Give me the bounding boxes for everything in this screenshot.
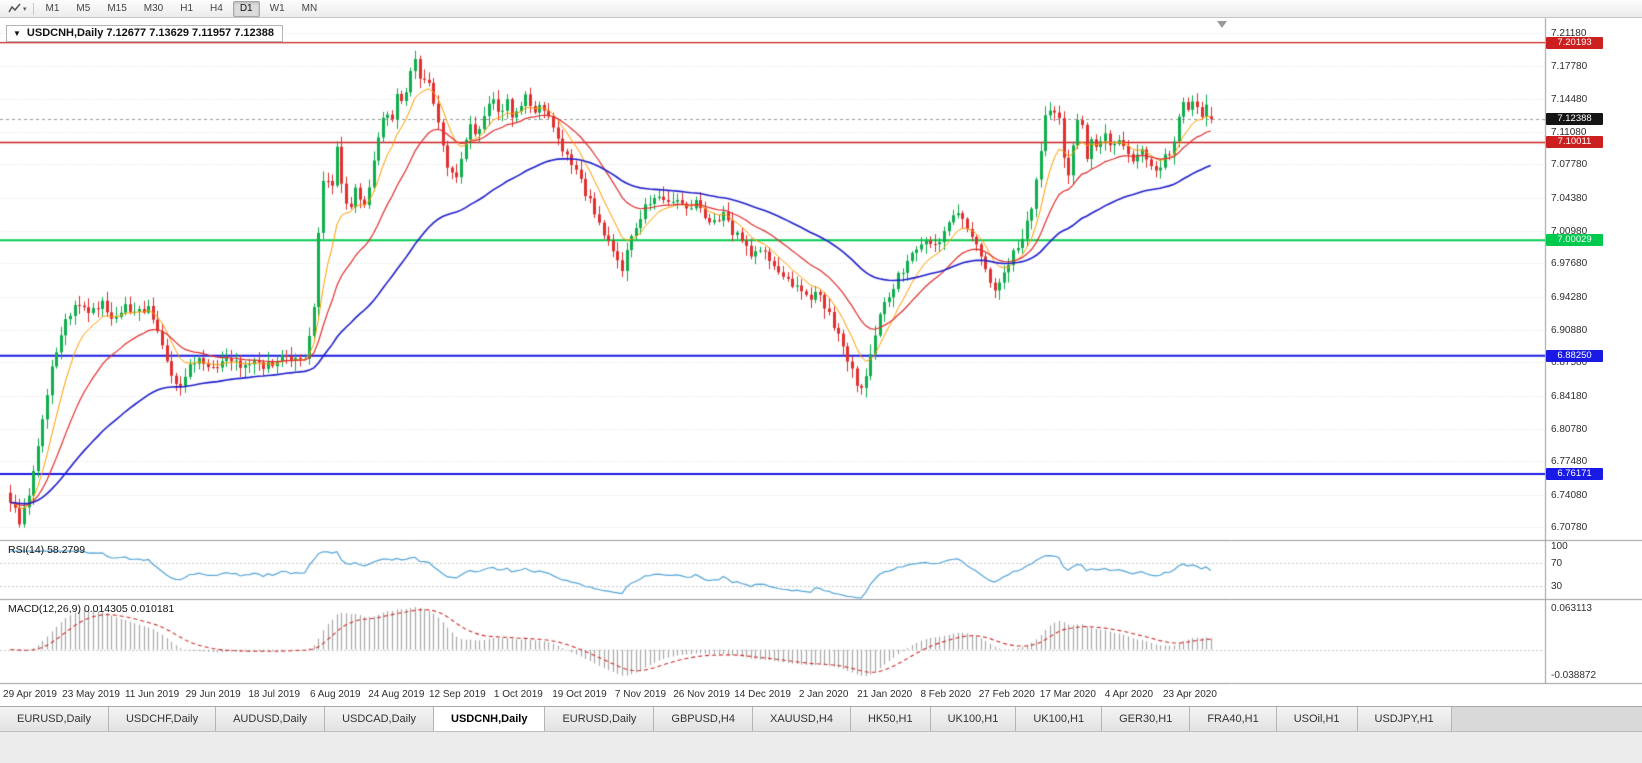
price-axis-label: 6.87580: [1551, 357, 1588, 369]
chart-tab-eurusd-daily[interactable]: EURUSD,Daily: [545, 707, 655, 731]
chart-tabs: EURUSD,Daily USDCHF,Daily AUDUSD,Daily USDC…: [0, 707, 1642, 732]
chart-tab-hk50-h1[interactable]: HK50,H1: [850, 707, 931, 731]
time-axis-label: 24 Aug 2019: [368, 689, 425, 700]
chart-tab-xauusd-h4[interactable]: XAUUSD,H4: [752, 707, 851, 731]
price-axis-label: 6.70780: [1551, 521, 1588, 533]
time-axis-label: 21 Jan 2020: [857, 689, 913, 700]
timeframe-button-m5[interactable]: M5: [76, 2, 91, 14]
time-axis-label: 17 Mar 2020: [1039, 689, 1096, 700]
chart-tools-icon[interactable]: ▾: [4, 3, 31, 15]
time-axis-label: 12 Sep 2019: [428, 689, 486, 700]
price-level-badge: 6.76171: [1546, 468, 1603, 481]
timeframe-button-m30[interactable]: M30: [143, 2, 164, 14]
chart-tab-usdjpy-h1[interactable]: USDJPY,H1: [1357, 707, 1452, 731]
symbol-dropdown-icon[interactable]: ▼: [13, 28, 21, 38]
chart-tab-usdcad-daily[interactable]: USDCAD,Daily: [325, 707, 435, 731]
chart-tab-audusd-daily[interactable]: AUDUSD,Daily: [216, 707, 326, 731]
price-axis-label: 7.04380: [1551, 192, 1588, 204]
timeframe-button-w1[interactable]: W1: [269, 2, 285, 14]
price-axis-label: 7.11080: [1551, 126, 1587, 138]
time-axis-label: 18 Jul 2019: [248, 689, 301, 700]
rsi-axis-label: 30: [1551, 580, 1563, 592]
time-axis-label: 4 Apr 2020: [1104, 689, 1154, 700]
chart-tab-usdcnh-daily[interactable]: USDCNH,Daily: [434, 707, 546, 731]
chart-tab-gbpusd-h4[interactable]: GBPUSD,H4: [654, 707, 753, 731]
rsi-axis-label: 70: [1551, 558, 1563, 570]
chart-shift-marker[interactable]: [1217, 21, 1227, 28]
timeframe-button-d1[interactable]: D1: [232, 0, 260, 17]
price-axis-label: 6.97680: [1551, 258, 1588, 270]
price-axis-label: 6.80780: [1551, 423, 1588, 435]
timeframe-button-h4[interactable]: H4: [210, 2, 223, 14]
timeframe-button-mn[interactable]: MN: [301, 2, 318, 14]
zigzag-line-icon: [8, 3, 21, 12]
time-axis-label: 29 Apr 2019: [3, 689, 57, 700]
time-axis-label: 29 Jun 2019: [185, 689, 241, 700]
macd-axis-label-max: 0.063113: [1551, 603, 1592, 614]
macd-axis-label-min: -0.038872: [1551, 670, 1597, 681]
time-axis-label: 2 Jan 2020: [798, 689, 849, 700]
chart-tab-fra40-h1[interactable]: FRA40,H1: [1190, 707, 1277, 731]
time-axis-label: 19 Oct 2019: [552, 689, 607, 700]
price-level-badge: 7.10011: [1546, 136, 1603, 149]
price-axis-label: 6.84180: [1551, 390, 1588, 402]
chart-tab-ger30-h1[interactable]: GER30,H1: [1102, 707, 1191, 731]
price-axis-label: 7.00980: [1551, 225, 1588, 237]
time-axis-label: 1 Oct 2019: [493, 689, 543, 700]
price-axis-label: 6.77480: [1551, 456, 1588, 468]
symbol-info-box: ▼ USDCNH,Daily 7.12677 7.13629 7.11957 7…: [6, 25, 283, 42]
chart-tab-usdchf-daily[interactable]: USDCHF,Daily: [108, 707, 217, 731]
chart-tab-eurusd-daily[interactable]: EURUSD,Daily: [0, 707, 109, 731]
rsi-indicator-label: RSI(14) 58.2799: [8, 544, 86, 556]
macd-indicator-label: MACD(12,26,9) 0.014305 0.010181: [8, 603, 175, 615]
price-level-badge: 6.88250: [1546, 349, 1603, 362]
timeframe-toolbar: ▾ M1 M5 M15 M30 H1 H4 D1 W1 MN: [0, 0, 1642, 18]
price-axis-label: 6.94280: [1551, 291, 1588, 303]
timeframe-button-h1[interactable]: H1: [180, 2, 194, 14]
time-axis-label: 23 May 2019: [62, 689, 120, 700]
price-axis-label: 7.21180: [1551, 28, 1587, 39]
price-axis-label: 6.74080: [1551, 489, 1588, 501]
dropdown-caret-icon: ▾: [23, 5, 27, 13]
timeframe-button-m1[interactable]: M1: [45, 2, 60, 14]
symbol-ohlc-readout: USDCNH,Daily 7.12677 7.13629 7.11957 7.1…: [26, 27, 274, 39]
chart-tab-usoil-h1[interactable]: USOil,H1: [1276, 707, 1358, 731]
time-axis-label: 26 Nov 2019: [673, 689, 730, 700]
price-axis-label: 6.90880: [1551, 324, 1588, 336]
price-axis-label: 7.14480: [1551, 93, 1588, 105]
price-level-badge: 7.00029: [1546, 234, 1603, 247]
price-axis-label: 7.07780: [1551, 159, 1588, 171]
rsi-axis-label: 100: [1551, 541, 1568, 552]
time-axis-label: 23 Apr 2020: [1162, 689, 1217, 700]
chart-tab-uk100-h1[interactable]: UK100,H1: [930, 707, 1017, 731]
current-price-badge: 7.12388: [1546, 113, 1603, 126]
time-axis-label: 11 Jun 2019: [124, 689, 180, 700]
price-axis-label: 7.17780: [1551, 61, 1588, 73]
price-level-badge: 7.20193: [1546, 36, 1603, 49]
timeframe-buttons: M1 M5 M15 M30 H1 H4 D1 W1 MN: [39, 0, 325, 17]
chart-tab-bar: EURUSD,Daily USDCHF,Daily AUDUSD,Daily USDC…: [0, 706, 1642, 763]
chart-tab-uk100-h1[interactable]: UK100,H1: [1016, 707, 1103, 731]
toolbar-separator: [32, 2, 34, 15]
time-axis-label: 7 Nov 2019: [614, 689, 667, 700]
time-axis-label: 8 Feb 2020: [920, 689, 972, 700]
time-axis-label: 14 Dec 2019: [734, 689, 791, 700]
timeframe-button-m15[interactable]: M15: [107, 2, 127, 14]
time-axis-label: 6 Aug 2019: [309, 689, 361, 700]
time-axis-label: 27 Feb 2020: [978, 689, 1035, 700]
